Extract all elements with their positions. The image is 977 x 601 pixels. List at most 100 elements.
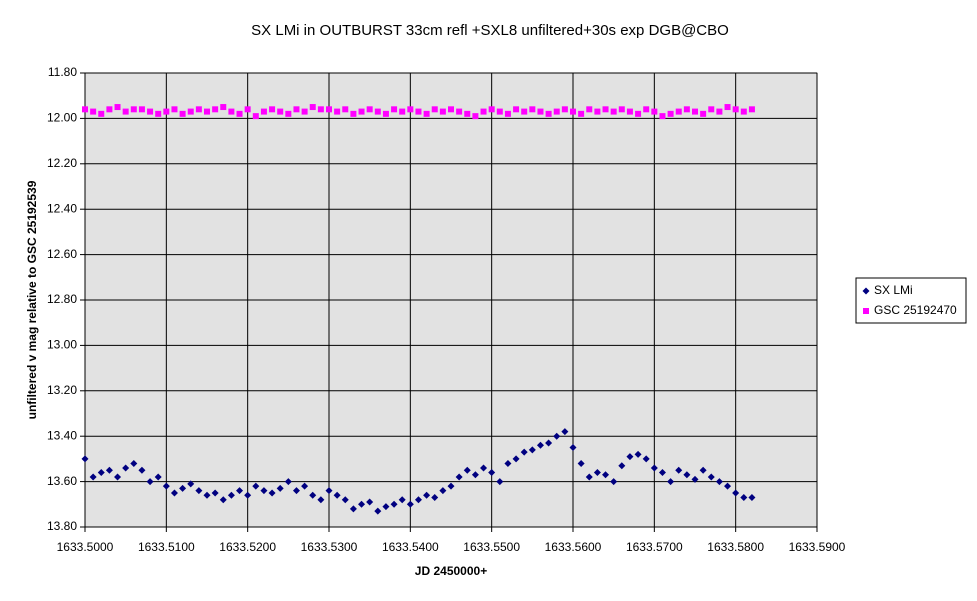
y-tick-label: 13.60 xyxy=(47,474,77,488)
point xyxy=(130,459,138,467)
point xyxy=(382,110,389,117)
point xyxy=(643,106,650,113)
point xyxy=(154,473,162,481)
point xyxy=(390,500,398,508)
point xyxy=(195,487,203,495)
point xyxy=(658,469,666,477)
point xyxy=(414,496,422,504)
legend-marker xyxy=(863,308,869,314)
point xyxy=(89,473,97,481)
point xyxy=(675,466,683,474)
point xyxy=(708,106,715,113)
point xyxy=(496,108,503,115)
point xyxy=(456,108,463,115)
point xyxy=(740,493,748,501)
x-tick-label: 1633.5500 xyxy=(463,540,520,554)
point xyxy=(448,106,454,113)
point xyxy=(292,487,300,495)
point xyxy=(406,500,414,508)
y-tick-label: 11.80 xyxy=(48,65,77,79)
point xyxy=(244,106,251,113)
point xyxy=(276,484,284,492)
y-tick-label: 12.00 xyxy=(47,111,77,125)
point xyxy=(610,108,617,115)
point xyxy=(586,106,593,113)
point xyxy=(285,110,292,117)
point xyxy=(114,473,122,481)
point xyxy=(138,466,146,474)
point xyxy=(471,471,479,479)
x-tick-label: 1633.5200 xyxy=(219,540,276,554)
legend-box xyxy=(855,277,967,324)
point xyxy=(374,108,381,115)
point xyxy=(439,487,447,495)
y-tick-label: 12.40 xyxy=(47,201,77,215)
y-tick-label: 13.40 xyxy=(47,428,77,442)
point xyxy=(415,108,422,115)
point xyxy=(171,106,178,113)
point xyxy=(227,491,235,499)
point xyxy=(382,503,390,511)
point xyxy=(155,110,162,117)
point xyxy=(659,113,666,120)
point xyxy=(146,478,154,486)
point xyxy=(170,489,178,497)
point xyxy=(618,106,625,113)
point xyxy=(715,478,723,486)
point xyxy=(204,108,210,115)
point xyxy=(528,446,536,454)
x-tick-label: 1633.5700 xyxy=(626,540,683,554)
point xyxy=(203,491,211,499)
point xyxy=(106,106,113,113)
point xyxy=(570,108,576,115)
y-tick-label: 13.00 xyxy=(47,338,77,352)
x-tick-label: 1633.5100 xyxy=(138,540,195,554)
point xyxy=(301,108,308,115)
point xyxy=(521,108,528,115)
point xyxy=(512,455,520,463)
x-tick-label: 1633.5900 xyxy=(789,540,846,554)
point xyxy=(114,104,121,111)
point xyxy=(195,106,202,113)
point xyxy=(724,104,731,111)
point xyxy=(691,475,699,483)
point xyxy=(179,110,186,117)
point xyxy=(90,108,97,115)
point xyxy=(122,108,129,115)
point xyxy=(187,108,194,115)
point xyxy=(342,106,349,113)
legend-label: SX LMi xyxy=(874,283,913,297)
point xyxy=(293,106,300,113)
point xyxy=(447,482,455,490)
point xyxy=(593,469,601,477)
point xyxy=(520,448,528,456)
point xyxy=(236,487,244,495)
point xyxy=(635,110,642,117)
point xyxy=(374,507,382,515)
legend-label: GSC 25192470 xyxy=(874,303,957,317)
point xyxy=(724,482,732,490)
point xyxy=(122,464,130,472)
point xyxy=(349,505,357,513)
point xyxy=(399,108,406,115)
point xyxy=(585,473,593,481)
point xyxy=(496,478,504,486)
point xyxy=(81,455,89,463)
point xyxy=(333,491,341,499)
point xyxy=(366,498,374,506)
point xyxy=(431,106,438,113)
point xyxy=(187,480,195,488)
point xyxy=(732,106,739,113)
point xyxy=(211,489,219,497)
point xyxy=(545,439,553,447)
point xyxy=(748,493,756,501)
point xyxy=(561,428,569,436)
point xyxy=(325,487,333,495)
point xyxy=(626,453,634,461)
point xyxy=(358,500,366,508)
point xyxy=(423,110,430,117)
point xyxy=(536,441,544,449)
point xyxy=(228,108,235,115)
point xyxy=(740,108,747,115)
